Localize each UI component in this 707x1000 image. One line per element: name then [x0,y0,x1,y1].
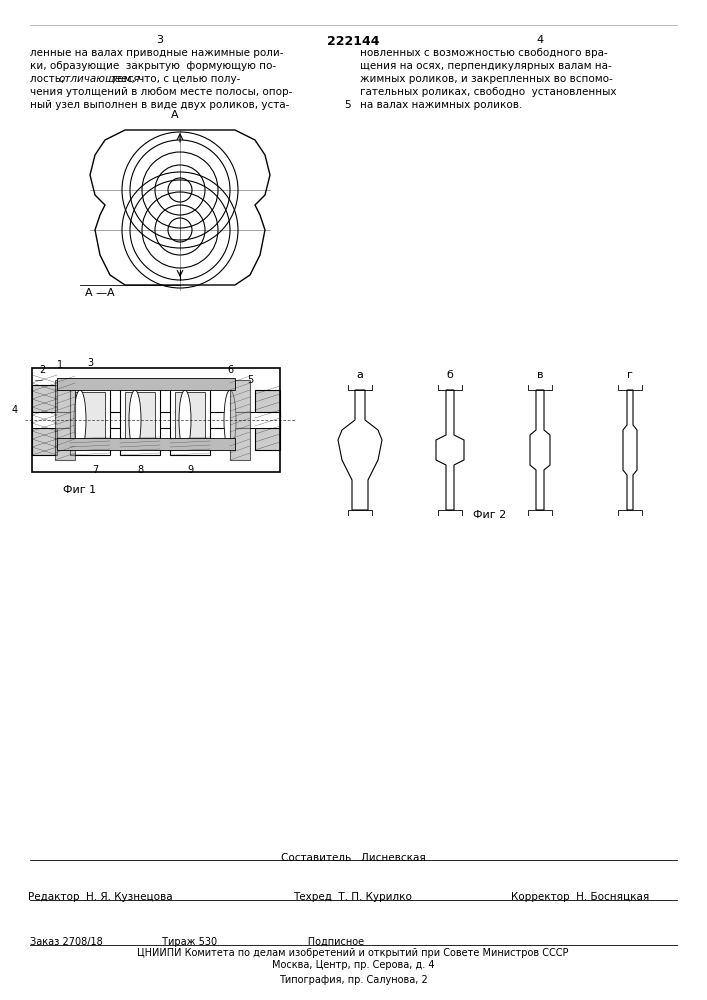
Ellipse shape [179,390,191,450]
Text: Редактор  Н. Я. Кузнецова: Редактор Н. Я. Кузнецова [28,892,173,902]
Bar [32,368,280,472]
Text: ки, образующие  закрытую  формующую по-: ки, образующие закрытую формующую по- [30,61,276,71]
Text: Типография, пр. Салунова, 2: Типография, пр. Салунова, 2 [279,975,427,985]
Text: щения на осях, перпендикулярных валам на-: щения на осях, перпендикулярных валам на… [360,61,612,71]
Text: 222144: 222144 [327,35,379,48]
Text: б: б [447,370,453,380]
Text: 5: 5 [345,100,351,110]
Text: а: а [356,370,363,380]
Bar [75,392,105,448]
Bar [32,412,280,428]
FancyBboxPatch shape [32,385,57,455]
Text: 3: 3 [87,358,93,368]
Text: 5: 5 [247,375,253,385]
Text: A: A [85,288,93,298]
Ellipse shape [129,390,141,450]
Bar [125,392,155,448]
Text: 2: 2 [39,365,45,375]
Text: Составитель   Лисневская: Составитель Лисневская [281,853,426,863]
Ellipse shape [74,390,86,450]
Text: отличающееся: отличающееся [59,74,140,84]
Bar [55,380,75,460]
Text: 6: 6 [227,365,233,375]
Text: 1: 1 [57,360,63,370]
Text: 4: 4 [537,35,544,45]
Text: —: — [95,288,106,298]
Text: новленных с возможностью свободного вра-: новленных с возможностью свободного вра- [360,48,608,58]
Text: Техред  Т. П. Курилко: Техред Т. П. Курилко [293,892,412,902]
Text: чения утолщений в любом месте полосы, опор-: чения утолщений в любом месте полосы, оп… [30,87,293,97]
Bar [230,380,250,460]
Text: A: A [107,288,115,298]
Text: 4: 4 [12,405,18,415]
Bar [170,385,210,455]
Text: ленные на валах приводные нажимные роли-: ленные на валах приводные нажимные роли- [30,48,284,58]
Bar [120,385,160,455]
Text: 7: 7 [92,465,98,475]
Text: ный узел выполнен в виде двух роликов, уста-: ный узел выполнен в виде двух роликов, у… [30,100,289,110]
Bar [175,392,205,448]
Text: 8: 8 [137,465,143,475]
Text: Фиг 1: Фиг 1 [64,485,97,495]
Bar [57,378,235,390]
Text: тем, что, с целью полу-: тем, что, с целью полу- [108,74,240,84]
FancyBboxPatch shape [255,390,280,450]
Text: Фиг 2: Фиг 2 [474,510,507,520]
Text: Заказ 2708/18                   Тираж 530                             Подписное: Заказ 2708/18 Тираж 530 Подписное [30,937,364,947]
Text: Корректор  Н. Босняцкая: Корректор Н. Босняцкая [511,892,649,902]
Text: ЦНИИПИ Комитета по делам изобретений и открытий при Совете Министров СССР: ЦНИИПИ Комитета по делам изобретений и о… [137,948,568,958]
Text: жимных роликов, и закрепленных во вспомо-: жимных роликов, и закрепленных во вспомо… [360,74,613,84]
Ellipse shape [224,390,236,450]
Text: A: A [171,110,179,120]
Text: 9: 9 [187,465,193,475]
Text: на валах нажимных роликов.: на валах нажимных роликов. [360,100,522,110]
Text: лость,: лость, [30,74,68,84]
Bar [57,438,235,450]
Text: г: г [627,370,633,380]
Text: в: в [537,370,543,380]
Bar [70,385,110,455]
Text: 3: 3 [156,35,163,45]
Text: гательных роликах, свободно  установленных: гательных роликах, свободно установленны… [360,87,617,97]
Text: Москва, Центр, пр. Серова, д. 4: Москва, Центр, пр. Серова, д. 4 [271,960,434,970]
